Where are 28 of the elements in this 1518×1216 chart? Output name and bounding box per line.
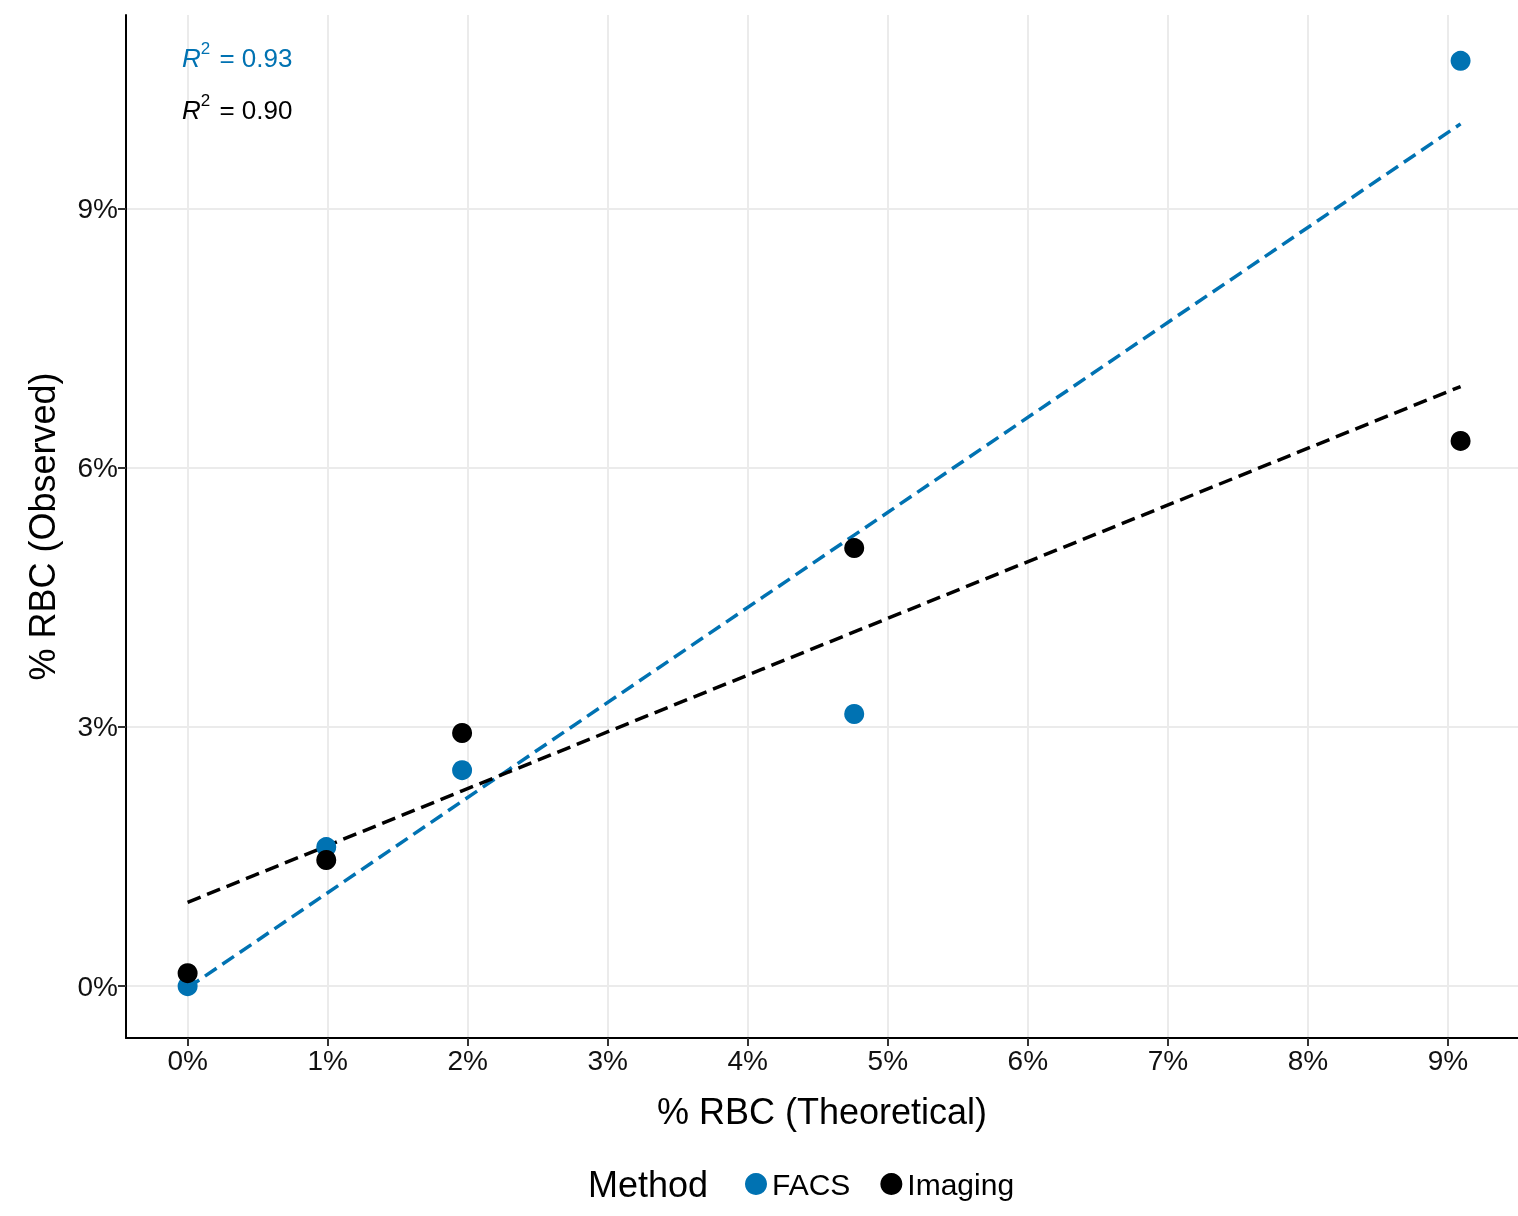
y-tick-label: 9% xyxy=(77,193,118,225)
y-tick-label: 3% xyxy=(77,711,118,743)
y-axis-title: % RBC (Observed) xyxy=(21,372,63,681)
x-tick-label: 4% xyxy=(727,1044,769,1076)
legend-label: Imaging xyxy=(907,1167,1015,1201)
x-tick-label: 0% xyxy=(167,1044,208,1076)
y-tick-label: 0% xyxy=(77,970,118,1002)
x-axis-title: % RBC (Theoretical) xyxy=(656,1090,988,1132)
x-tick-label: 1% xyxy=(307,1044,348,1076)
x-tick-label: 6% xyxy=(1007,1044,1049,1076)
point xyxy=(177,963,198,984)
line-series xyxy=(185,384,1463,905)
legend-label: FACS xyxy=(772,1167,851,1201)
x-tick-label: 3% xyxy=(587,1044,628,1076)
point xyxy=(1450,430,1471,451)
x-tick-label: 9% xyxy=(1427,1044,1469,1076)
point xyxy=(316,850,337,871)
point xyxy=(1450,50,1471,71)
legend-title: Method xyxy=(588,1163,709,1205)
point xyxy=(844,538,865,559)
point xyxy=(844,704,865,724)
x-tick-label: 8% xyxy=(1287,1044,1329,1076)
y-tick-label: 6% xyxy=(77,452,118,484)
x-tick-label: 2% xyxy=(447,1044,488,1076)
point xyxy=(452,760,473,781)
point xyxy=(452,723,473,743)
x-tick-label: 7% xyxy=(1147,1044,1189,1076)
x-tick-label: 5% xyxy=(867,1044,909,1076)
